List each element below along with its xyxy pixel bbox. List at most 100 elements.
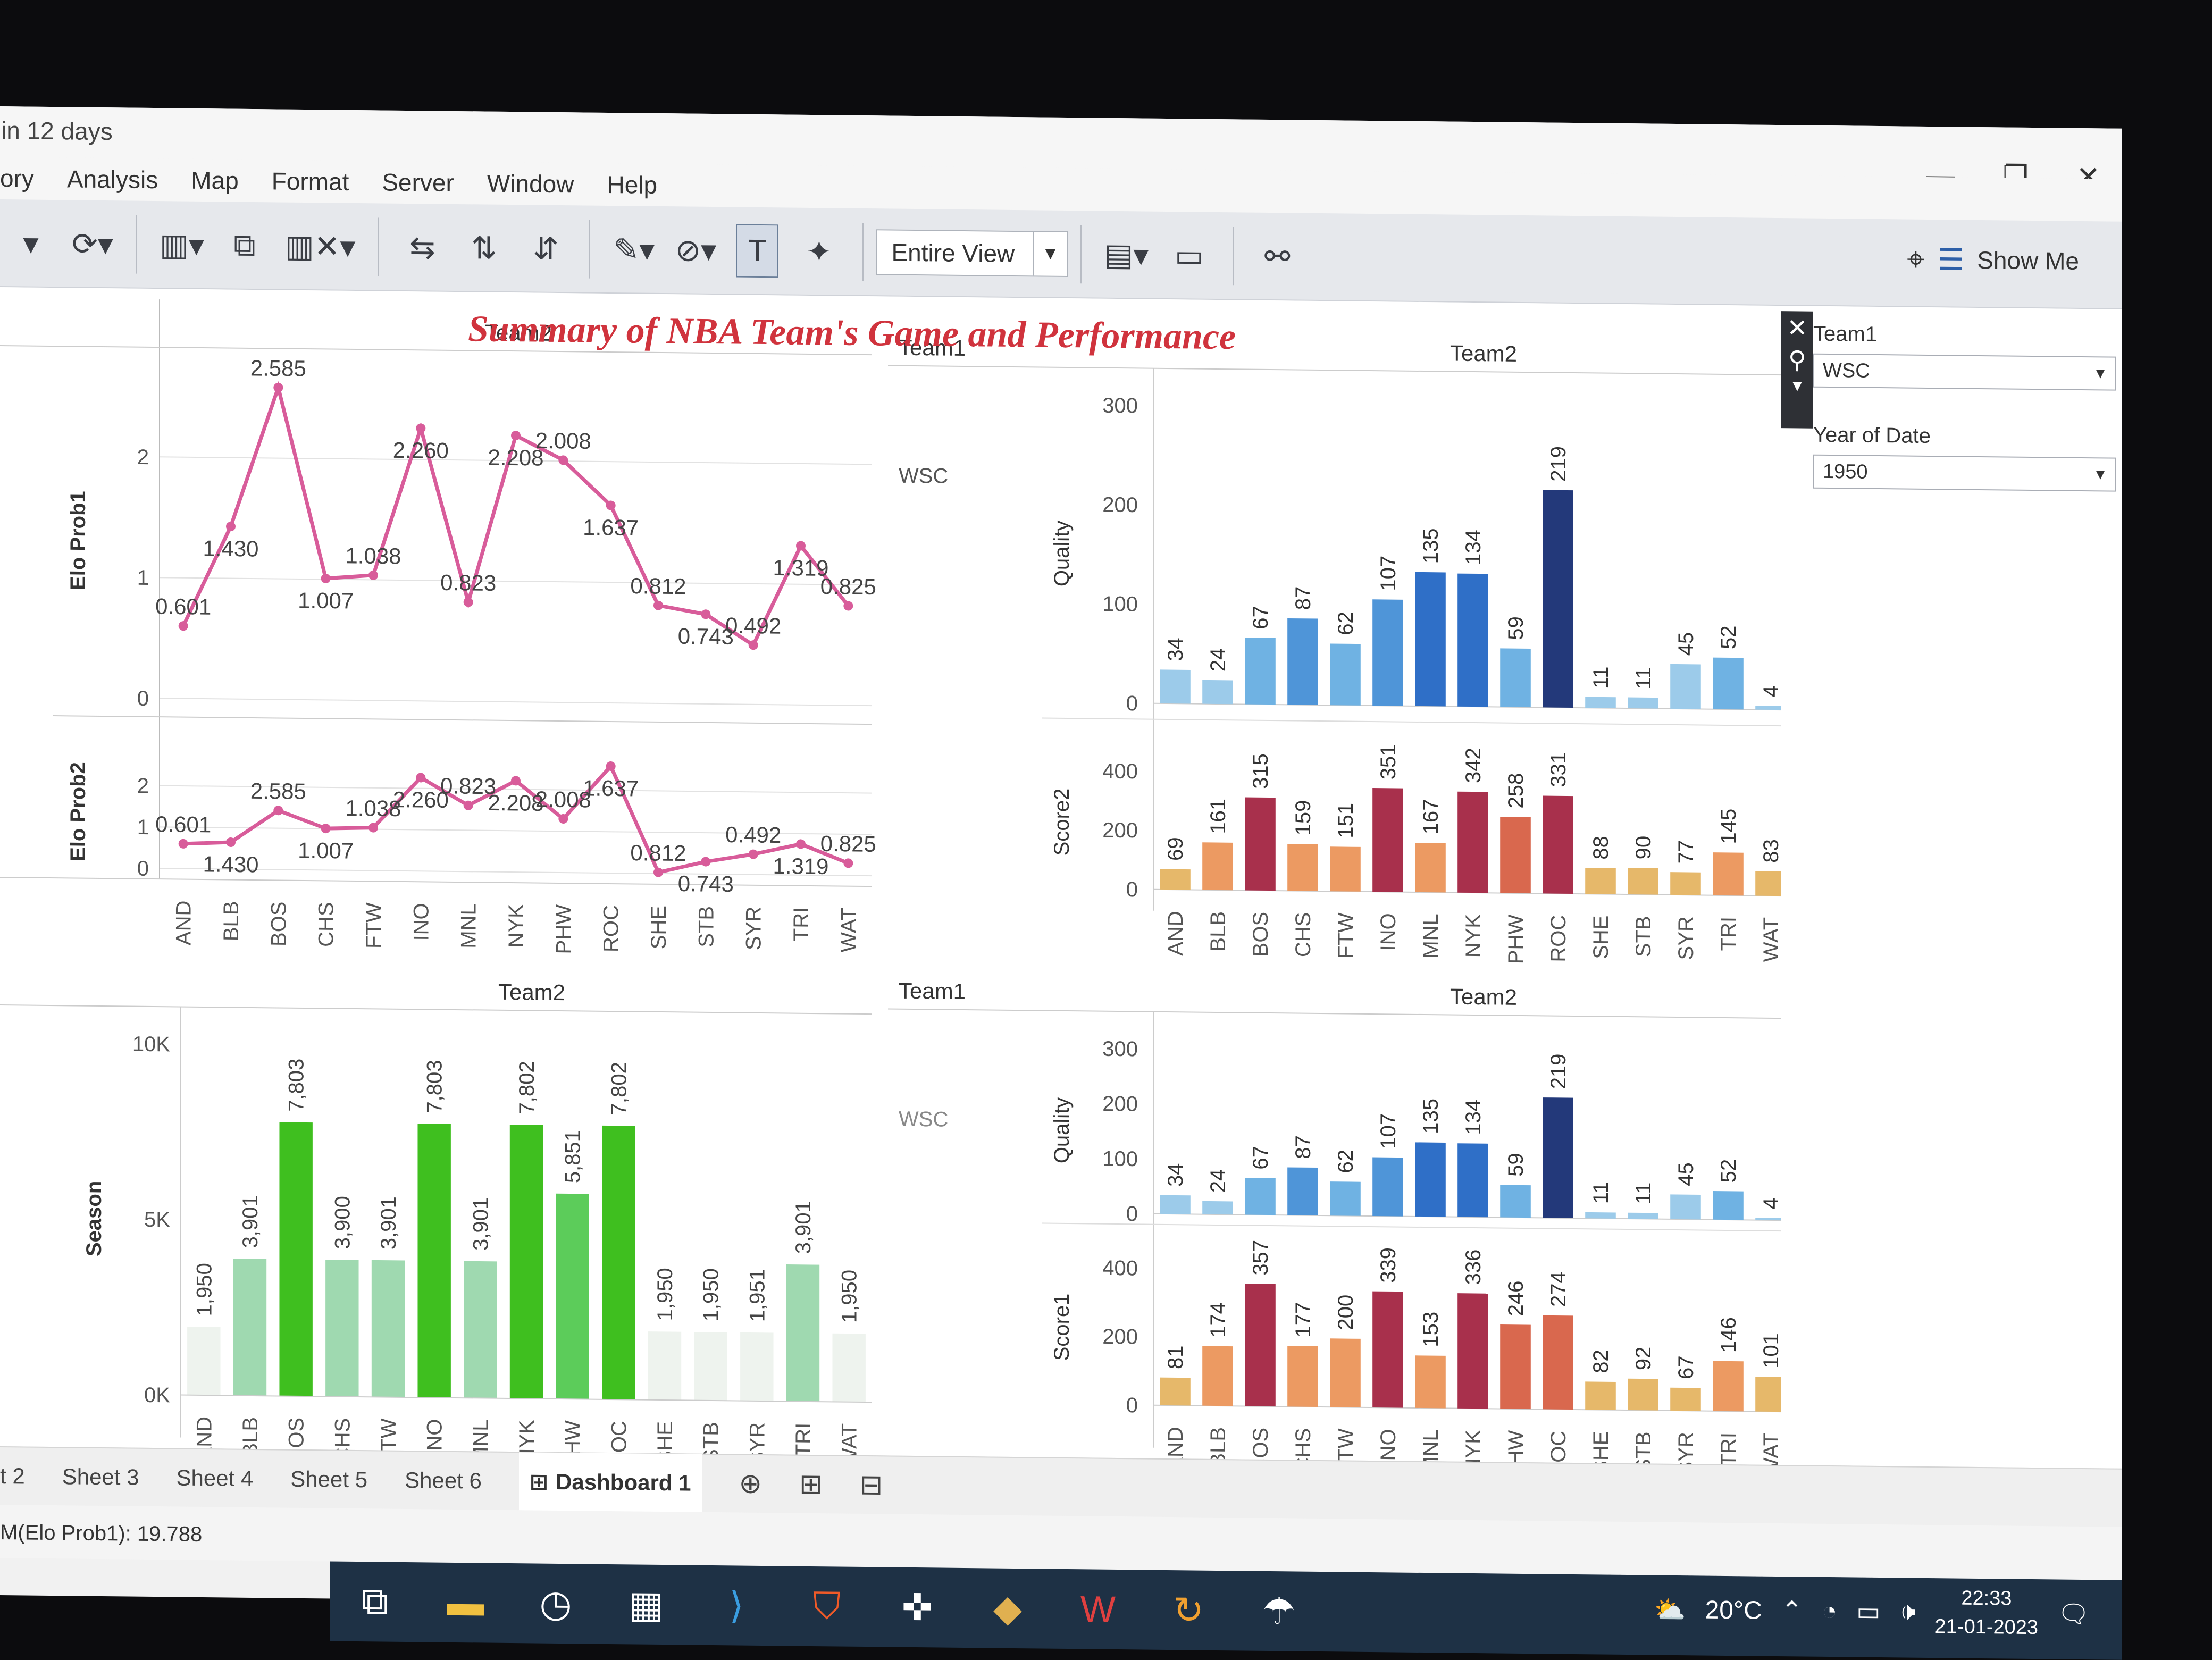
tab-sheet-3[interactable]: Sheet 3 [62, 1464, 139, 1490]
show-labels-icon[interactable]: T [736, 223, 779, 278]
clock-app-icon[interactable]: ◷ [539, 1582, 572, 1625]
bar [1543, 490, 1573, 708]
weather-icon[interactable]: ⛅ [1654, 1596, 1686, 1624]
more-options-icon[interactable]: ▼ [1789, 377, 1805, 395]
temperature[interactable]: 20°C [1705, 1596, 1762, 1625]
x-tick-label: CHS [315, 902, 338, 947]
new-dashboard-tab-icon[interactable]: ⊞ [799, 1469, 823, 1500]
new-worksheet-tab-icon[interactable]: ⊕ [739, 1468, 763, 1500]
battery-icon[interactable]: ▭ [1856, 1597, 1881, 1627]
menu-server[interactable]: Server [382, 168, 454, 197]
tab-dashboard-1[interactable]: ⊞ Dashboard 1 [518, 1452, 702, 1513]
pin-icon[interactable]: ⌖ [1907, 241, 1925, 277]
highlight-icon[interactable]: ✎▾ [613, 232, 655, 267]
data-label: 88 [1589, 836, 1613, 860]
clock[interactable]: 22:33 21-01-2023 [1935, 1583, 2038, 1642]
tableau-icon[interactable]: ✜ [901, 1586, 933, 1629]
year-filter-label: Year of Date [1813, 423, 1931, 448]
bar [1160, 869, 1191, 890]
pin-axes-icon[interactable]: ✦ [806, 234, 832, 269]
share-icon[interactable]: ⚯ [1264, 239, 1291, 274]
data-label: 7,803 [423, 1060, 447, 1113]
task-view-icon[interactable]: ⧉ [362, 1580, 388, 1622]
remove-icon[interactable]: ✕ [1787, 314, 1808, 342]
data-label: 11 [1589, 1181, 1613, 1204]
app-icon[interactable]: ◆ [993, 1587, 1022, 1630]
data-point [226, 837, 236, 847]
data-label: 1,950 [192, 1263, 216, 1317]
data-label: 3,901 [792, 1201, 815, 1254]
bar [1415, 843, 1446, 893]
group-icon[interactable]: ⊘▾ [675, 232, 717, 268]
x-tick-label: NYK [505, 904, 528, 948]
new-worksheet-icon[interactable]: ▥▾ [160, 227, 204, 263]
data-label: 3,900 [331, 1196, 354, 1250]
data-label: 3,901 [469, 1197, 492, 1251]
bar [1543, 1097, 1573, 1218]
bar [1500, 648, 1531, 708]
brave-browser-icon[interactable]: ⛉ [812, 1585, 841, 1627]
year-select[interactable]: 1950 ▼ [1813, 454, 2116, 492]
duplicate-sheet-icon[interactable]: ⧉ [233, 228, 256, 263]
data-point [416, 773, 426, 783]
x-tick-label: ROC [1547, 1430, 1570, 1465]
menu-story[interactable]: ory [0, 164, 34, 192]
photos-icon[interactable]: ▦ [628, 1583, 664, 1626]
pin-icon[interactable]: ⚲ [1788, 346, 1806, 374]
team2-header: Team2 [1450, 341, 1517, 366]
bar [1713, 1361, 1744, 1412]
data-label: 351 [1377, 744, 1400, 779]
bar [464, 1261, 497, 1398]
view-size-value: Entire View [891, 238, 1015, 267]
vscode-icon[interactable]: ⟩ [729, 1584, 744, 1627]
menu-format[interactable]: Format [271, 167, 349, 196]
team1-select[interactable]: WSC ▼ [1813, 353, 2116, 391]
swap-axes-icon[interactable]: ⇆ [409, 230, 435, 265]
file-explorer-icon[interactable]: ▬ [447, 1581, 484, 1624]
data-label: 159 [1292, 800, 1315, 835]
data-label: 7,803 [285, 1059, 308, 1112]
bar [417, 1124, 451, 1398]
presentation-icon[interactable]: ▭ [1174, 238, 1204, 273]
tab-sheet-4[interactable]: Sheet 4 [176, 1465, 254, 1491]
x-tick-label: MNL [1419, 913, 1443, 959]
show-cards-icon[interactable]: ▤▾ [1104, 237, 1149, 273]
view-size-select[interactable]: Entire View ▼ [876, 229, 1068, 277]
row-label: WSC [899, 464, 948, 488]
save-dropdown-icon[interactable]: ▾ [23, 225, 39, 261]
new-story-tab-icon[interactable]: ⊟ [859, 1469, 883, 1501]
refresh-icon[interactable]: ⟳▾ [72, 226, 113, 262]
data-label: 1.319 [773, 555, 828, 581]
data-label: 2.008 [535, 786, 591, 812]
bar [648, 1331, 682, 1401]
quality-lower-axis-title: Quality [1050, 1097, 1074, 1163]
notifications-icon[interactable]: 🗨 [2057, 1600, 2090, 1629]
app-icon[interactable]: ☂ [1262, 1590, 1296, 1632]
wps-office-icon[interactable]: W [1080, 1588, 1116, 1630]
tab-sheet-5[interactable]: Sheet 5 [290, 1466, 368, 1493]
tab-sheet-6[interactable]: Sheet 6 [405, 1467, 482, 1494]
data-point [226, 522, 236, 532]
clear-sheet-icon[interactable]: ▥✕▾ [284, 229, 356, 264]
menu-analysis[interactable]: Analysis [66, 165, 158, 194]
sort-descending-icon[interactable]: ⇵ [533, 231, 559, 266]
data-label: 0.823 [440, 773, 496, 799]
y-tick-label: 0 [1126, 878, 1138, 901]
bar [694, 1331, 727, 1401]
bar [1457, 1293, 1488, 1409]
show-me-button[interactable]: ⌖ ☰ Show Me [1907, 241, 2079, 280]
data-label: 24 [1206, 1169, 1230, 1193]
menu-help[interactable]: Help [607, 170, 658, 199]
menu-window[interactable]: Window [487, 169, 574, 198]
tab-sheet-2[interactable]: t 2 [0, 1463, 25, 1489]
sort-ascending-icon[interactable]: ⇅ [471, 230, 497, 266]
sync-icon[interactable]: ↻ [1172, 1589, 1204, 1631]
wifi-icon[interactable]: ◔ [1822, 1597, 1838, 1625]
chevron-up-icon[interactable]: ⌃ [1781, 1597, 1803, 1625]
elo-prob2-axis-title: Elo Prob2 [66, 762, 90, 861]
x-tick-label: BOS [267, 901, 290, 946]
data-label: 107 [1377, 556, 1400, 591]
volume-icon[interactable]: 🕩 [1899, 1597, 1916, 1626]
data-point [416, 423, 426, 433]
menu-map[interactable]: Map [191, 166, 239, 195]
